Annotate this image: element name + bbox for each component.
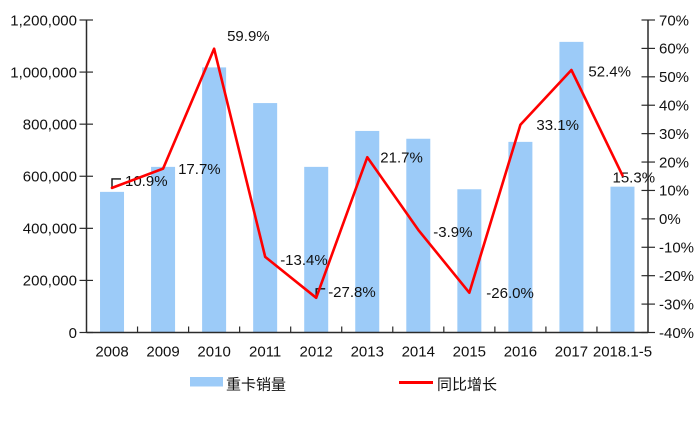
x-axis-label: 2008 <box>95 343 128 360</box>
bar-2010 <box>202 67 227 333</box>
legend-line-label: 同比增长 <box>437 376 497 393</box>
data-label: -27.8% <box>328 284 376 301</box>
right-axis-tick-label: 60% <box>659 41 689 58</box>
data-labels-layer: 10.9% 17.7% 59.9% -13.4%-27.8% 21.7% -3.9% -26… <box>111 28 656 302</box>
x-axis-label: 2017 <box>555 343 588 360</box>
bar-2013 <box>355 130 380 333</box>
growth-line <box>110 47 624 300</box>
right-axis-tick-label: 30% <box>659 126 689 143</box>
ticks-layer: 0 200,000 400,000 600,000 800,000 1,000,000 1,… <box>10 12 694 360</box>
bar-2008 <box>100 191 125 333</box>
bar-2009 <box>151 166 176 333</box>
bar-2018.1-5 <box>610 186 635 333</box>
bar-2016 <box>508 141 533 333</box>
left-axis-tick-label: 600,000 <box>23 169 77 186</box>
data-label: -26.0% <box>486 285 534 302</box>
line-layer <box>110 47 624 300</box>
x-axis-label: 2009 <box>146 343 179 360</box>
left-axis-tick-label: 800,000 <box>23 116 77 133</box>
x-axis-label: 2015 <box>453 343 486 360</box>
left-axis-tick-label: 400,000 <box>23 221 77 238</box>
left-axis-tick-label: 200,000 <box>23 273 77 290</box>
right-axis-tick-label: 0% <box>659 211 681 228</box>
data-label: 33.1% <box>536 117 579 134</box>
right-axis-tick-label: 20% <box>659 154 689 171</box>
data-label: 15.3% <box>613 170 656 187</box>
left-axis-tick-label: 1,200,000 <box>10 12 77 29</box>
x-axis-label: 2014 <box>402 343 435 360</box>
bar-2012 <box>304 166 329 333</box>
x-axis-label: 2012 <box>300 343 333 360</box>
left-axis-tick-label: 0 <box>69 325 77 342</box>
data-label: 52.4% <box>588 63 631 80</box>
right-axis-tick-label: -40% <box>659 325 694 342</box>
data-label: -3.9% <box>433 224 472 241</box>
x-axis-label: 2018.1-5 <box>593 343 652 360</box>
x-axis-label: 2016 <box>504 343 537 360</box>
right-axis-tick-label: 10% <box>659 183 689 200</box>
right-axis-tick-label: 40% <box>659 97 689 114</box>
right-axis-tick-label: 70% <box>659 12 689 29</box>
x-axis-label: 2013 <box>351 343 384 360</box>
bar-2014 <box>406 138 431 333</box>
right-axis-tick-label: -10% <box>659 240 694 257</box>
bar-2015 <box>457 189 482 333</box>
bar-2011 <box>253 103 278 333</box>
data-label: -13.4% <box>280 252 328 269</box>
legend-bar-swatch <box>190 377 223 387</box>
data-label: 17.7% <box>178 161 221 178</box>
left-axis-tick-label: 1,000,000 <box>10 64 77 81</box>
right-axis-tick-label: -30% <box>659 296 694 313</box>
x-axis-label: 2011 <box>249 343 281 360</box>
legend: 重卡销量 同比增长 <box>190 376 497 393</box>
bar-2017 <box>559 41 584 333</box>
data-label: 21.7% <box>380 149 423 166</box>
data-label-leader <box>111 178 121 189</box>
legend-bar-label: 重卡销量 <box>226 376 286 393</box>
bars-layer <box>100 41 635 333</box>
right-axis-tick-label: -20% <box>659 268 694 285</box>
data-label: 10.9% <box>125 173 168 190</box>
x-axis-label: 2010 <box>197 343 230 360</box>
right-axis-tick-label: 50% <box>659 69 689 86</box>
data-label: 59.9% <box>227 28 270 45</box>
